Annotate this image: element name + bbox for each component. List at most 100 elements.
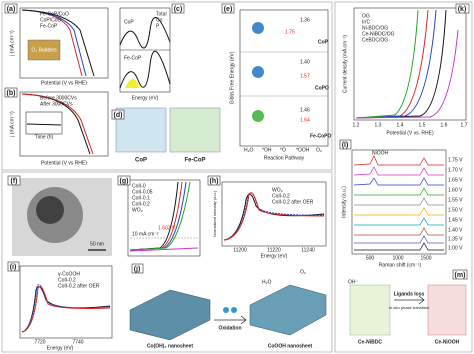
curve — [353, 177, 444, 186]
level: 1.75 V — [448, 157, 463, 163]
tick: 1.5 — [419, 122, 426, 128]
tick: 500 — [366, 255, 375, 261]
panel-label: (i) — [10, 264, 17, 271]
panel-label: (b) — [7, 90, 16, 97]
curve — [21, 93, 94, 155]
legend: Ir/C — [362, 19, 370, 25]
level: 1.50 V — [448, 207, 463, 213]
level: 1.70 V — [448, 167, 463, 173]
level: 1.55 V — [448, 197, 463, 203]
row-name: Fe-CoPO — [310, 133, 332, 139]
legend: Before 3000CVs — [40, 95, 77, 101]
legend: Total — [156, 11, 167, 17]
label-box — [339, 139, 352, 150]
value: 1.64 — [300, 117, 310, 123]
step: O₂ — [316, 147, 322, 153]
panel-label: (k) — [458, 6, 467, 13]
note: 1.603 V — [158, 225, 176, 231]
ion — [223, 307, 229, 313]
sub-label: CoP — [124, 19, 134, 25]
y-label: Gibbs Free Energy (eV) — [229, 51, 235, 104]
label-box — [452, 269, 468, 280]
step: H₂O — [244, 147, 254, 153]
tick: 11200 — [233, 247, 247, 253]
panel-a: O₂ Bubbles Fe-CoP/CoO CoP/CoO Fe-CoP Pot… — [4, 3, 109, 86]
curve — [26, 123, 62, 126]
curve — [129, 247, 199, 252]
label-box — [131, 263, 144, 274]
axes — [19, 265, 113, 339]
frame — [1, 171, 333, 353]
tick: 11240 — [301, 247, 315, 253]
oh: OH⁻ — [348, 279, 359, 285]
tick: 7740 — [72, 339, 83, 345]
panel-label: (l) — [342, 142, 349, 149]
curve — [354, 242, 444, 251]
curve — [355, 9, 429, 119]
structure — [349, 284, 391, 336]
legend: γ-CoOOH — [58, 271, 80, 277]
panel-label: (e) — [224, 6, 233, 13]
label-box — [455, 3, 470, 14]
legend: CoII-0.2 after OER — [272, 199, 314, 205]
panel-i: γ-CoOOH CoII-0.2 CoII-0.2 after OER 7720… — [7, 261, 113, 351]
arrow-label: In-situ phase transition — [389, 305, 429, 310]
value: 1.75 — [285, 29, 295, 35]
legend: OG — [362, 13, 370, 19]
tick: 1.7 — [461, 122, 468, 128]
sub-label: CoP — [135, 158, 147, 164]
tick: 1500 — [420, 255, 431, 261]
y-label: Normalized intensity (a.u.) — [212, 190, 217, 237]
label-box — [4, 3, 18, 14]
inset — [25, 111, 63, 135]
panel-d: CoP Fe-CoP (d) — [111, 107, 221, 164]
x-label: Potential (V vs RHE) — [41, 160, 87, 166]
label-box — [7, 261, 20, 272]
x-label: Potential (V vs. RHE) — [386, 130, 434, 136]
panel-m: OH⁻ Ligands loss In-situ phase transitio… — [348, 269, 468, 345]
legend: After 3000CVs — [40, 101, 73, 107]
ion — [231, 307, 237, 313]
tick: 1000 — [392, 255, 403, 261]
curve — [353, 155, 444, 166]
label-box — [221, 3, 235, 14]
legend: WO₃ — [272, 187, 283, 193]
tick: 11220 — [267, 247, 281, 253]
inset-text: O₂ Bubbles — [31, 47, 57, 53]
curve — [354, 207, 444, 216]
panel-label: (a) — [7, 6, 16, 13]
arrow — [214, 315, 247, 325]
legend: CoP/CoO — [40, 17, 62, 23]
nanosheet — [249, 284, 327, 336]
spectra — [353, 155, 444, 251]
axes — [19, 7, 109, 79]
fill — [125, 79, 140, 88]
frame — [1, 1, 333, 171]
curve — [21, 286, 111, 333]
axes — [239, 9, 329, 147]
curve — [353, 166, 444, 176]
legend: P — [156, 23, 160, 29]
curve — [355, 9, 447, 119]
molecule — [252, 66, 264, 78]
level: 1.40 V — [448, 227, 463, 233]
curve — [354, 187, 444, 196]
species: H₂O — [262, 279, 272, 285]
x-label: Raman shift (cm⁻¹) — [379, 262, 422, 268]
legend: CoII-0.2 — [132, 201, 150, 207]
row-name: CoPO — [315, 85, 329, 91]
curve — [119, 17, 171, 49]
particle — [36, 196, 64, 224]
panel-label: (f) — [11, 178, 18, 185]
structure — [169, 107, 221, 153]
legend: Ni-BDC/OG — [362, 25, 388, 31]
scale-label: 50 nm — [90, 241, 104, 247]
legend: CeBDC/OG — [362, 37, 388, 43]
panel-label: (h) — [210, 178, 219, 185]
axes — [127, 179, 201, 257]
row-name: CoP — [318, 39, 329, 45]
panel-g: CoII-0 CoII-0.05 CoII-0.1 CoII-0.2 WO₃ 1… — [117, 175, 201, 257]
label-box — [171, 3, 185, 14]
legend: Fe-CoP — [40, 23, 58, 29]
